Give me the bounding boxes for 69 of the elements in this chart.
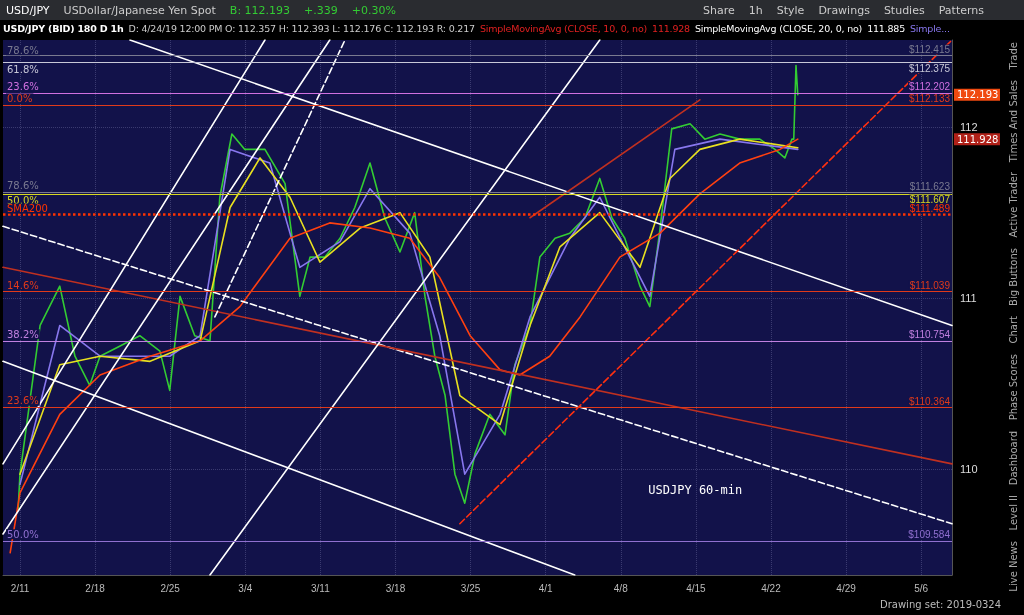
annotation: 50.0% [7,528,39,540]
text: Drawing set: 2019-0324 [880,599,1002,610]
text: Active Trader [1008,172,1019,238]
text: SimpleMovingAvg (CLOSE, 10, 0, no) [479,23,648,34]
x-tick-label: 3/4 [238,582,253,594]
y-tick-label: 111 [960,292,977,305]
ref-line-label: $111.039 [909,279,951,291]
x-tick-label: 4/8 [613,582,629,594]
x-tick-label: 2/25 [160,582,181,594]
x-tick-label: 4/15 [686,582,707,594]
text: 111.928 [652,23,690,34]
x-tick-label: 5/6 [914,582,929,594]
text: Big Buttons [1008,248,1019,307]
annotation: 0.0% [7,92,33,104]
text: Simple... [910,23,950,34]
text: +.339 [304,3,338,17]
annotation: 23.6% [7,395,39,407]
text: Chart [1008,316,1019,344]
text: Style [776,3,805,17]
ref-line-label: $109.584 [908,529,951,541]
x-tick-label: 3/18 [385,582,406,594]
x-tick-label: 4/29 [836,582,857,594]
text: Trade [1008,42,1019,70]
text: Studies [883,3,925,17]
x-tick-label: 3/11 [311,582,331,594]
ref-line-label: $111.489 [909,202,951,214]
chart-title: USD/JPY (BID) 180 D 1h [3,23,124,34]
ref-line-label: $110.364 [909,395,951,407]
text: 1h [748,3,763,17]
text: Dashboard [1008,430,1019,486]
text: +0.30% [351,3,396,17]
annotation: 38.2% [7,328,39,340]
annotation: 23.6% [7,81,39,93]
text: 111.885 [867,23,906,34]
text: Phase Scores [1008,354,1019,421]
x-tick-label: 2/18 [85,582,106,594]
x-tick-label: 4/1 [538,582,554,594]
ref-line-label: $111.623 [909,180,951,192]
annotation: 78.6% [7,44,39,56]
ref-line-label: $112.375 [909,62,951,74]
text: Drawings [818,3,870,17]
annotation: 61.8% [7,63,39,75]
annotation: SMA200 [7,203,48,215]
x-tick-label: 4/22 [761,582,782,594]
annotation: USDJPY 60-min [648,483,743,498]
text: Level II [1008,495,1019,531]
x-tick-label: 3/25 [460,582,481,594]
text: USD/JPY [6,3,50,17]
x-tick-label: 2/11 [10,582,30,594]
text: 112.193 [957,89,999,101]
text: Live News [1008,541,1019,592]
y-tick-label: 112 [960,121,978,134]
line-series [9,138,799,554]
ref-line-label: $112.415 [909,43,951,55]
text: Times And Sales [1008,79,1019,163]
ref-line-label: $110.754 [909,329,951,341]
ref-line-label: $112.202 [909,81,951,93]
annotation: 78.6% [7,180,39,192]
text: Patterns [938,3,984,17]
chart-subtitle: D: 4/24/19 12:00 PM O: 112.357 H: 112.393 L: 112.176 C: 112.193 R: 0.217 [128,23,475,34]
text: USDollar/Japanese Yen Spot [63,3,216,17]
ref-line-label: $112.133 [909,93,951,105]
y-tick-label: 110 [960,463,978,476]
text: Share [703,3,735,17]
text: B: 112.193 [229,3,291,17]
annotation: 14.6% [7,279,39,291]
annotation: 50.0% [7,194,39,206]
text: SimpleMovingAvg (CLOSE, 20, 0, no) [694,23,863,34]
text: 111.928 [957,133,999,145]
